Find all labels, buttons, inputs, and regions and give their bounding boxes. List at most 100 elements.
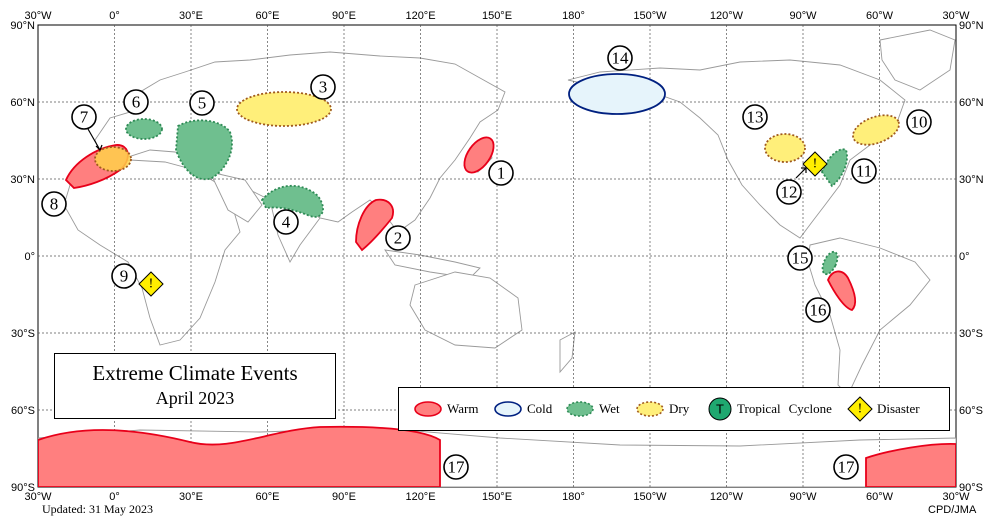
cold-swatch-icon: [494, 401, 522, 417]
svg-text:90°E: 90°E: [332, 491, 356, 503]
event-label-8: 8: [41, 191, 67, 217]
svg-text:10: 10: [911, 113, 928, 132]
svg-text:60°W: 60°W: [866, 10, 894, 22]
svg-text:0°: 0°: [109, 491, 120, 503]
legend: Warm Cold Wet Dry T Tropical Cyclone ! D…: [398, 387, 950, 431]
svg-text:8: 8: [50, 195, 59, 214]
event-6-region: [125, 118, 163, 140]
leader-lines: [87, 128, 807, 179]
legend-tropical-cyclone: T Tropical Cyclone: [707, 388, 832, 430]
svg-text:1: 1: [497, 164, 506, 183]
svg-text:90°N: 90°N: [959, 20, 984, 32]
svg-text:150°W: 150°W: [633, 491, 667, 503]
svg-text:0°: 0°: [24, 251, 35, 263]
event-11-region: [821, 148, 848, 188]
north-america-land: [567, 59, 906, 239]
indonesia-land: [384, 249, 481, 279]
event-label-13: 13: [742, 104, 768, 130]
event-label-15: 15: [787, 245, 813, 271]
event-13-region: [764, 133, 806, 163]
new-zealand-land: [559, 331, 576, 374]
legend-disaster: ! Disaster: [847, 388, 920, 430]
svg-text:150°W: 150°W: [633, 10, 667, 22]
svg-text:180°: 180°: [562, 491, 585, 503]
svg-text:6: 6: [132, 93, 141, 112]
svg-text:60°E: 60°E: [256, 491, 280, 503]
svg-text:150°E: 150°E: [482, 491, 512, 503]
svg-text:30°S: 30°S: [959, 328, 983, 340]
event-label-9: 9: [111, 263, 137, 289]
svg-text:0°: 0°: [109, 10, 120, 22]
legend-wet: Wet: [565, 388, 620, 430]
svg-text:30°E: 30°E: [179, 10, 203, 22]
svg-text:90°S: 90°S: [11, 482, 35, 494]
svg-text:14: 14: [612, 49, 630, 68]
wet-swatch-icon: [566, 401, 594, 417]
warm-swatch-icon: [414, 401, 442, 417]
svg-text:17: 17: [448, 458, 466, 477]
legend-cyclone-label: Cyclone: [788, 401, 832, 416]
svg-text:!: !: [858, 402, 863, 417]
svg-text:90°N: 90°N: [10, 20, 35, 32]
event-label-4: 4: [273, 209, 299, 235]
australia-land: [409, 271, 523, 349]
svg-text:11: 11: [856, 162, 872, 181]
svg-text:120°W: 120°W: [710, 10, 744, 22]
svg-text:180°: 180°: [562, 10, 585, 22]
svg-text:30°W: 30°W: [24, 10, 52, 22]
legend-cold-label: Cold: [527, 401, 553, 416]
svg-text:7: 7: [80, 108, 89, 127]
event-label-7: 7: [71, 104, 97, 130]
updated-date: Updated: 31 May 2023: [42, 502, 153, 516]
top-longitude-labels: 30°W 0° 30°E 60°E 90°E 120°E 150°E 180° …: [24, 10, 970, 22]
event-label-1: 1: [488, 160, 514, 186]
event-17-region-east: [865, 443, 956, 487]
event-1-region: [463, 136, 495, 174]
legend-dry: Dry: [635, 388, 689, 430]
disaster-marker-12: !: [802, 151, 828, 177]
event-label-3: 3: [310, 74, 336, 100]
disaster-icon-12: !: [813, 157, 818, 172]
svg-text:120°W: 120°W: [710, 491, 744, 503]
svg-text:60°N: 60°N: [10, 97, 35, 109]
svg-text:4: 4: [282, 213, 291, 232]
event-label-5: 5: [189, 90, 215, 116]
legend-wet-label: Wet: [599, 401, 620, 416]
event-10-region: [852, 114, 900, 146]
event-label-17b: 17: [833, 454, 859, 480]
right-latitude-labels: 90°N 60°N 30°N 0° 30°S 60°S 90°S: [959, 20, 984, 494]
event-label-10: 10: [906, 109, 932, 135]
event-label-2: 2: [385, 225, 411, 251]
svg-text:60°S: 60°S: [11, 405, 35, 417]
event-label-6: 6: [123, 89, 149, 115]
svg-text:30°S: 30°S: [11, 328, 35, 340]
event-2-region: [355, 198, 394, 252]
event-14-region: [568, 73, 666, 115]
svg-text:90°S: 90°S: [959, 482, 983, 494]
svg-text:30°W: 30°W: [942, 10, 970, 22]
legend-cold: Cold: [493, 388, 552, 430]
svg-text:30°W: 30°W: [24, 491, 52, 503]
svg-text:60°N: 60°N: [959, 97, 984, 109]
left-latitude-labels: 90°N 60°N 30°N 0° 30°S 60°S 90°S: [10, 20, 35, 494]
svg-text:30°N: 30°N: [10, 174, 35, 186]
svg-text:9: 9: [120, 267, 129, 286]
africa-land: [63, 159, 241, 346]
svg-text:13: 13: [747, 108, 764, 127]
svg-text:17: 17: [838, 458, 856, 477]
event-labels: 1 2 3 4 5 6 7 8 9 10 11 12 13 14 15 16 1…: [41, 45, 932, 480]
bottom-longitude-labels: 30°W 0° 30°E 60°E 90°E 120°E 150°E 180° …: [24, 491, 970, 503]
map-title-box: Extreme Climate Events April 2023: [54, 353, 336, 419]
svg-text:120°E: 120°E: [405, 10, 435, 22]
event-label-16: 16: [805, 297, 831, 323]
svg-text:60°W: 60°W: [866, 491, 894, 503]
disaster-icon-9: !: [149, 277, 154, 292]
legend-dry-label: Dry: [669, 401, 690, 416]
event-17-region-west: [38, 425, 441, 487]
svg-text:30°N: 30°N: [959, 174, 984, 186]
svg-text:16: 16: [810, 301, 827, 320]
svg-text:60°S: 60°S: [959, 405, 983, 417]
svg-text:T: T: [716, 402, 724, 417]
svg-text:90°E: 90°E: [332, 10, 356, 22]
